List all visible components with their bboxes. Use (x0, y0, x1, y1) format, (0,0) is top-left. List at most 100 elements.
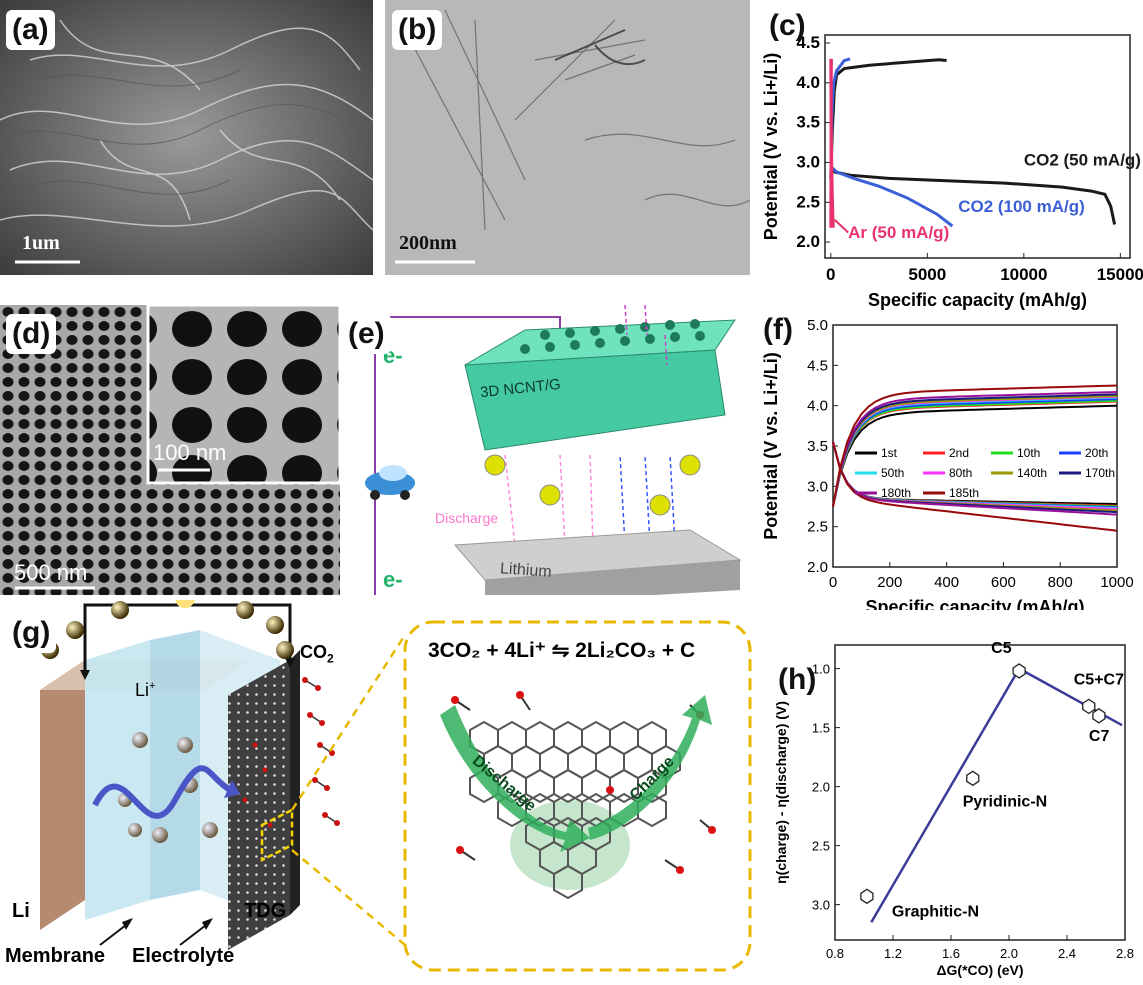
x-tick-label: 1.6 (942, 946, 960, 961)
data-point (1082, 698, 1096, 715)
legend-label: 50th (881, 466, 904, 480)
anode-label: Lithium (499, 560, 553, 581)
legend-label: 1st (881, 446, 898, 460)
panel-h-chart: 0.8 1.2 1.6 2.0 2.4 2.8 1.0 1.5 2.0 2.5 3.0 ΔG(*CO)… (770, 620, 1143, 980)
y-tick-label: 2.0 (812, 780, 830, 795)
electron-label-bottom: e- (383, 567, 403, 592)
panel-g-schematic: CO2 Li+ Li TDG Membrane Electrolyte 3CO₂… (0, 588, 770, 980)
panel-label-e: (e) (342, 314, 391, 354)
y-tick-label: 4.0 (796, 73, 820, 92)
panel-d-sem-image: 100 nm 500 nm (0, 305, 340, 595)
x-tick-label: 5000 (908, 265, 946, 284)
y-tick-label: 2.5 (796, 192, 820, 211)
y-tick-label: 4.5 (796, 33, 820, 52)
scalebar-label: 200nm (399, 232, 457, 254)
series-charge-170th (832, 393, 1118, 507)
legend-label: 10th (1017, 446, 1040, 460)
li-electrode-label: Li (12, 900, 30, 922)
series-charge-0 (829, 58, 947, 179)
series-discharge-1 (829, 165, 954, 228)
series-charge-2 (829, 58, 833, 228)
legend-label: 140th (1017, 466, 1047, 480)
y-tick-label: 2.0 (796, 232, 820, 251)
tdg-label: TDG (244, 900, 287, 922)
y-tick-label: 4.5 (807, 357, 828, 374)
electrolyte-label: Electrolyte (132, 945, 235, 967)
plot-frame (824, 34, 1131, 259)
legend-label: 170th (1085, 466, 1115, 480)
data-point (1092, 708, 1106, 724)
x-tick-label: 2.0 (1000, 946, 1018, 961)
panel-f-chart: 0 200 400 600 800 1000 2.0 2.5 3.0 3.5 4.0 4.5 5.0 Sp… (755, 310, 1143, 617)
series-charge-1st (832, 404, 1118, 507)
y-tick-label: 5.0 (807, 317, 828, 334)
y-axis-label: Potential (V vs. Li+/Li) (761, 53, 781, 241)
panel-label-d: (d) (6, 314, 57, 354)
legend-label: 2nd (949, 446, 969, 460)
panel-label-b: (b) (392, 10, 443, 50)
discharge-label: Discharge (435, 510, 499, 526)
x-tick-label: 800 (1048, 574, 1073, 591)
scalebar-label: 1um (22, 232, 60, 254)
y-tick-label: 1.5 (812, 721, 830, 736)
panel-c-chart: 0 5000 10000 15000 2.0 2.5 3.0 3.5 4.0 4.5 Specifi… (755, 0, 1143, 310)
legend-label: 180th (881, 486, 911, 500)
scalebar-label: 500 nm (14, 560, 88, 585)
point-label: Pyridinic-N (963, 793, 1047, 810)
chart-h-svg: 0.8 1.2 1.6 2.0 2.4 2.8 1.0 1.5 2.0 2.5 3.0 ΔG(*CO)… (773, 640, 1134, 978)
series-charge-140th (832, 395, 1118, 507)
series-charge-185th (832, 384, 1118, 507)
point-label: C5 (991, 640, 1012, 657)
co2-label: CO2 (300, 642, 334, 666)
co2-text: CO (300, 642, 327, 662)
y-tick-label: 4.0 (807, 398, 828, 415)
legend-label: 80th (949, 466, 972, 480)
series-discharge-185th (832, 441, 1118, 532)
x-tick-label: 1000 (1100, 574, 1133, 591)
panel-e-schematic: e- e- 3D NCNT/G Lithium Discharge (345, 304, 745, 605)
y-tick-label: 3.5 (796, 113, 820, 132)
y-tick-label: 3.5 (807, 438, 828, 455)
chart-f-svg: 0 200 400 600 800 1000 2.0 2.5 3.0 3.5 4.0 4.5 5.0 Sp… (761, 317, 1134, 617)
panel-label-c: (c) (769, 9, 806, 42)
legend-label: 185th (949, 486, 979, 500)
ar-arrow (833, 219, 849, 234)
series-label: Ar (50 mA/g) (848, 223, 949, 242)
legend-label: 20th (1085, 446, 1108, 460)
y-tick-label: 2.5 (807, 519, 828, 536)
x-tick-label: 0 (826, 265, 835, 284)
series-label: CO2 (50 mA/g) (1024, 151, 1141, 170)
panel-b-tem-image: 200nm (385, 0, 750, 275)
plot-frame (834, 644, 1126, 941)
series-charge-20th (832, 398, 1118, 507)
data-point (1012, 663, 1026, 679)
panel-a-sem-image: 1um (0, 0, 373, 275)
x-axis-label: Specific capacity (mAh/g) (865, 597, 1084, 610)
y-tick-label: 2.5 (812, 839, 830, 854)
point-label: C7 (1089, 728, 1110, 745)
x-tick-label: 0 (829, 574, 837, 591)
x-axis-label: ΔG(*CO) (eV) (936, 962, 1023, 978)
plot-frame (832, 324, 1118, 568)
x-tick-label: 10000 (1000, 265, 1047, 284)
series-charge-10th (832, 399, 1118, 507)
point-label: C5+C7 (1074, 671, 1124, 688)
data-point (966, 770, 980, 787)
y-tick-label: 3.0 (796, 152, 820, 171)
inset-scalebar-label: 100 nm (153, 440, 227, 465)
chart-c-svg: 0 5000 10000 15000 2.0 2.5 3.0 3.5 4.0 4.5 Specifi… (761, 33, 1143, 310)
panel-label-h: (h) (778, 663, 817, 696)
x-tick-label: 0.8 (826, 946, 844, 961)
series-label: CO2 (100 mA/g) (958, 197, 1085, 216)
panel-label-g: (g) (6, 613, 57, 653)
y-tick-label: 3.0 (807, 478, 828, 495)
li-ion-text: Li (135, 680, 150, 700)
y-axis-label: η(charge) - η(discharge) (V) (773, 701, 789, 884)
x-tick-label: 400 (934, 574, 959, 591)
x-axis-label: Specific capacity (mAh/g) (868, 290, 1087, 310)
data-point (860, 888, 874, 905)
reaction-equation: 3CO₂ + 4Li⁺ ⇋ 2Li₂CO₃ + C (428, 639, 696, 662)
series-charge-180th (832, 391, 1118, 507)
panel-label-a: (a) (6, 10, 55, 50)
y-axis-label: Potential (V vs. Li+/Li) (761, 352, 781, 540)
